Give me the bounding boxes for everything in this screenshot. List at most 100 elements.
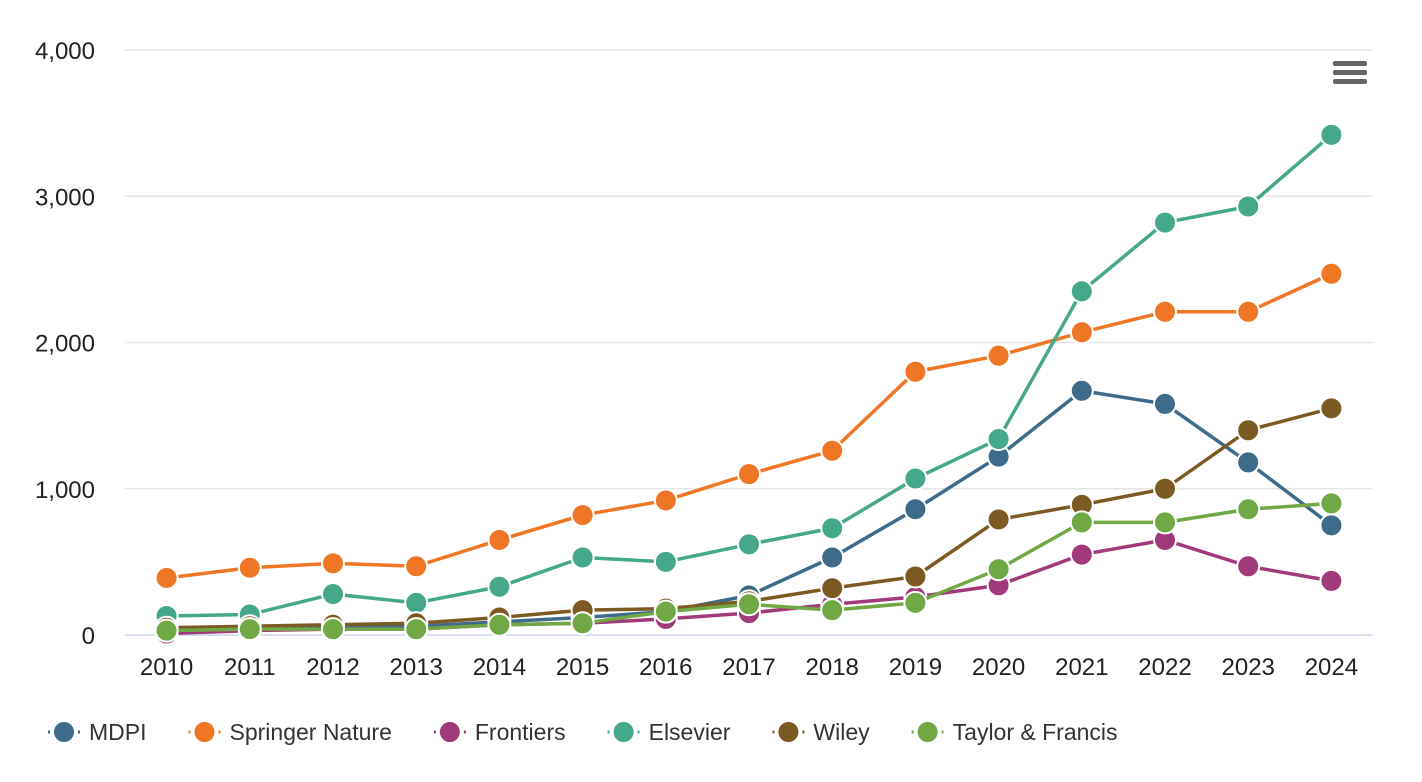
x-tick-label: 2015 bbox=[556, 654, 609, 681]
x-tick-label: 2018 bbox=[806, 654, 859, 681]
data-point bbox=[487, 527, 512, 552]
x-tick-label: 2024 bbox=[1305, 654, 1358, 681]
data-point bbox=[154, 565, 179, 590]
data-point bbox=[986, 557, 1011, 582]
legend-item[interactable]: Springer Nature bbox=[188, 719, 392, 745]
data-point bbox=[237, 617, 262, 642]
data-point bbox=[903, 359, 928, 384]
legend-label: Elsevier bbox=[649, 719, 731, 745]
legend: MDPI Springer Nature Frontiers Elsevier Wile… bbox=[48, 719, 1118, 745]
data-point bbox=[1319, 396, 1344, 421]
y-tick-label: 3,000 bbox=[35, 184, 95, 211]
data-point bbox=[653, 599, 678, 624]
data-point bbox=[1153, 210, 1177, 235]
data-point bbox=[487, 612, 512, 637]
chart-menu-button[interactable] bbox=[1330, 58, 1370, 92]
data-point bbox=[1153, 299, 1177, 324]
x-tick-label: 2023 bbox=[1222, 654, 1275, 681]
data-point bbox=[1236, 554, 1261, 579]
data-point bbox=[1236, 450, 1261, 475]
data-point bbox=[1319, 261, 1344, 286]
legend-marker bbox=[915, 720, 940, 744]
data-point bbox=[404, 617, 429, 642]
legend-item[interactable]: MDPI bbox=[48, 719, 147, 745]
data-point bbox=[903, 564, 928, 589]
data-point bbox=[570, 611, 595, 636]
data-point bbox=[653, 488, 678, 513]
data-point bbox=[321, 551, 345, 576]
x-tick-label: 2013 bbox=[390, 654, 443, 681]
y-tick-label: 0 bbox=[82, 623, 95, 650]
legend-marker bbox=[776, 720, 801, 744]
data-point bbox=[820, 598, 845, 623]
x-axis: 2010 2011 2012 2013 2014 2015 2016 2017 2018 2019… bbox=[140, 654, 1358, 681]
legend-item[interactable]: Taylor & Francis bbox=[911, 719, 1118, 745]
legend-item[interactable]: Frontiers bbox=[433, 719, 566, 745]
series-taylor-francis bbox=[154, 491, 1344, 643]
legend-label: Frontiers bbox=[475, 719, 566, 745]
data-point bbox=[737, 592, 761, 617]
data-point bbox=[820, 576, 845, 601]
data-point bbox=[1319, 122, 1344, 147]
x-tick-label: 2014 bbox=[473, 654, 526, 681]
x-tick-label: 2016 bbox=[639, 654, 692, 681]
legend-marker bbox=[611, 720, 636, 744]
data-point bbox=[321, 582, 345, 607]
data-point bbox=[1069, 510, 1094, 535]
data-point bbox=[1319, 513, 1344, 538]
hamburger-menu-icon-bar bbox=[1333, 70, 1367, 75]
data-point bbox=[737, 462, 761, 487]
y-tick-label: 2,000 bbox=[35, 331, 95, 358]
data-point bbox=[1069, 542, 1094, 567]
data-point bbox=[1153, 510, 1177, 535]
data-point bbox=[404, 590, 429, 615]
y-tick-label: 1,000 bbox=[35, 477, 95, 504]
legend-marker bbox=[192, 720, 217, 744]
data-point bbox=[986, 427, 1011, 452]
data-point bbox=[154, 618, 179, 643]
y-tick-label: 4,000 bbox=[35, 38, 95, 65]
data-point bbox=[570, 545, 595, 570]
data-point bbox=[903, 466, 928, 491]
legend-label: Taylor & Francis bbox=[953, 719, 1118, 745]
data-point bbox=[1069, 279, 1094, 304]
legend-label: Springer Nature bbox=[230, 719, 392, 745]
legend-marker bbox=[52, 720, 76, 744]
data-point bbox=[986, 507, 1011, 532]
legend-item[interactable]: Elsevier bbox=[607, 719, 731, 745]
hamburger-menu-icon-bar bbox=[1333, 79, 1367, 84]
y-axis: 0 1,000 2,000 3,000 4,000 bbox=[35, 38, 95, 650]
data-point bbox=[820, 438, 845, 463]
hamburger-menu-icon bbox=[1333, 61, 1367, 66]
x-tick-label: 2011 bbox=[224, 654, 276, 681]
data-point bbox=[1319, 491, 1344, 516]
data-point bbox=[1153, 391, 1177, 416]
data-point bbox=[1236, 497, 1261, 522]
legend-label: Wiley bbox=[813, 719, 870, 745]
data-point bbox=[237, 555, 262, 580]
legend-marker bbox=[437, 720, 462, 744]
data-point bbox=[404, 554, 429, 579]
data-point bbox=[1153, 476, 1177, 501]
data-point bbox=[321, 617, 345, 642]
data-point bbox=[1236, 418, 1261, 443]
legend-label: MDPI bbox=[89, 719, 147, 745]
data-point bbox=[986, 343, 1011, 368]
x-tick-label: 2021 bbox=[1055, 654, 1108, 681]
x-tick-label: 2019 bbox=[889, 654, 942, 681]
legend-item[interactable]: Wiley bbox=[772, 719, 870, 745]
data-point bbox=[570, 503, 595, 528]
series-springer-nature bbox=[154, 261, 1344, 590]
series-lines bbox=[154, 122, 1344, 646]
x-tick-label: 2010 bbox=[140, 654, 193, 681]
data-point bbox=[820, 545, 845, 570]
data-point bbox=[903, 590, 928, 615]
data-point bbox=[1319, 568, 1344, 593]
x-tick-label: 2020 bbox=[972, 654, 1025, 681]
data-point bbox=[1236, 299, 1261, 324]
data-point bbox=[737, 532, 761, 557]
x-tick-label: 2022 bbox=[1138, 654, 1191, 681]
data-point bbox=[1069, 378, 1094, 403]
